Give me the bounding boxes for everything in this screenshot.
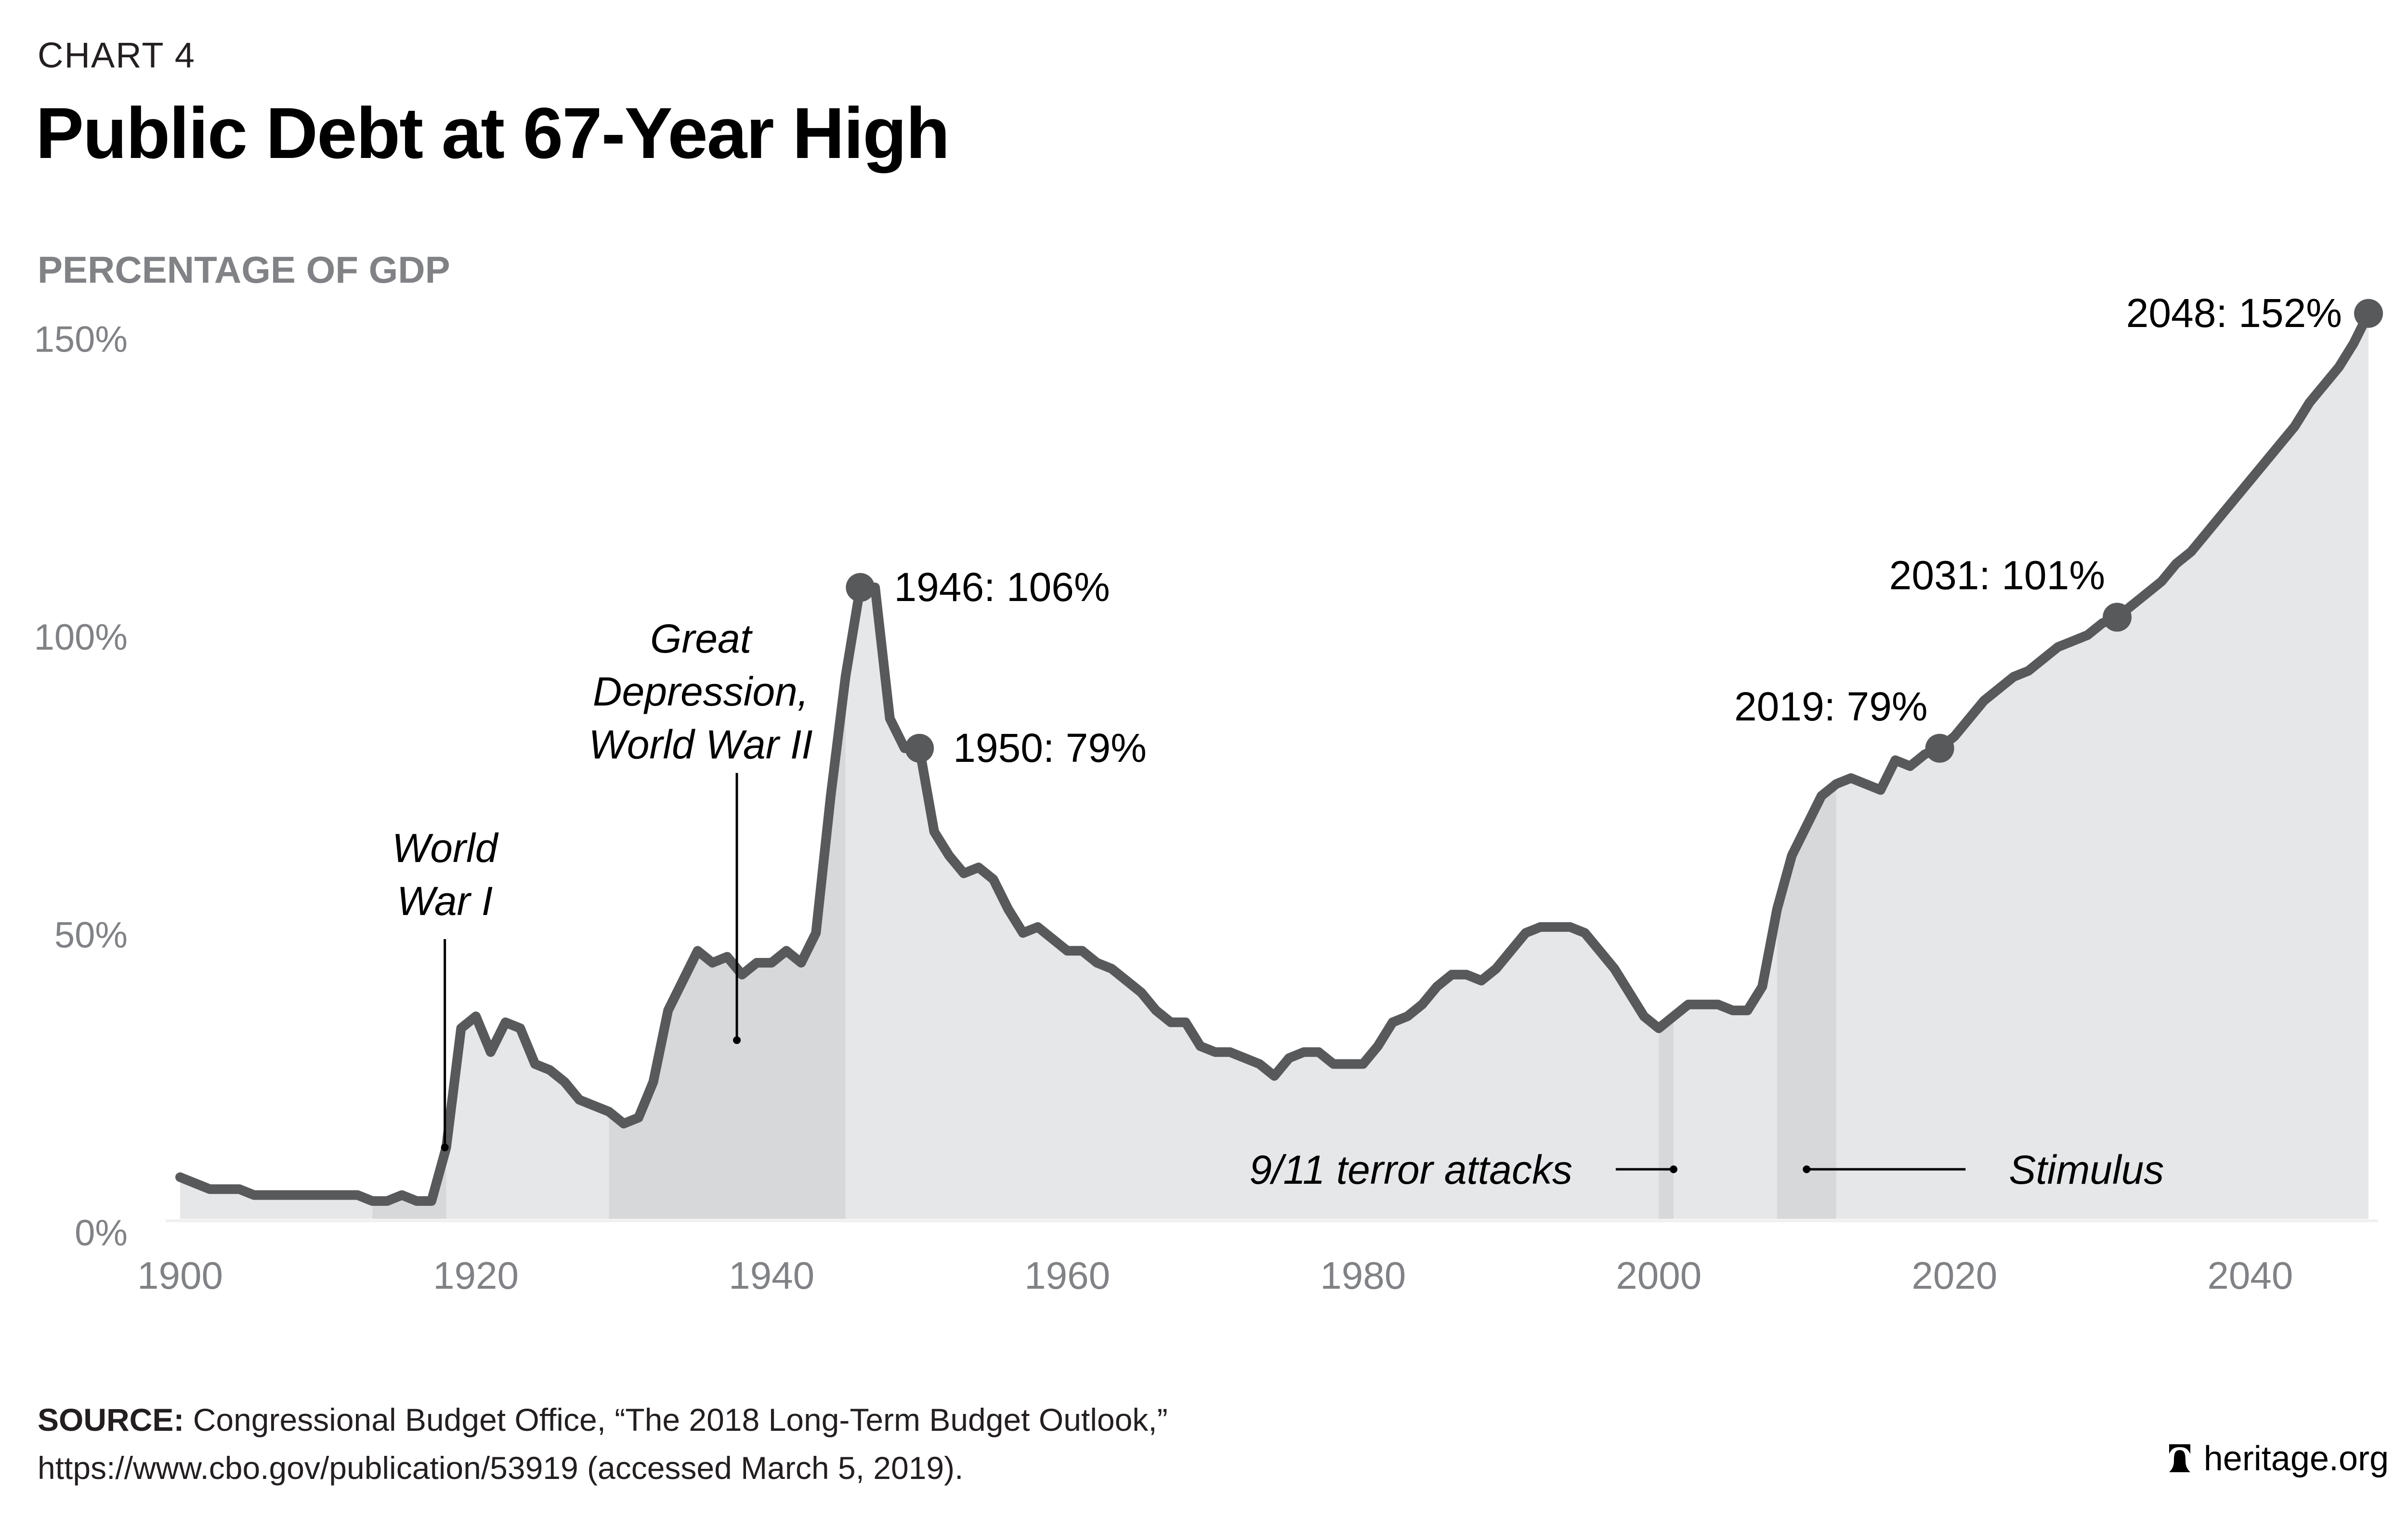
x-tick-label: 1920 — [433, 1254, 519, 1297]
gdwwii-pointer-dot — [733, 1036, 741, 1044]
y-tick-label: 100% — [34, 617, 128, 658]
wwi-label: World — [392, 825, 499, 871]
annotation-marker — [905, 733, 934, 763]
debt-line — [175, 308, 2373, 1206]
source-label: SOURCE: — [38, 1402, 184, 1438]
y-axis-ticks: 0% 50% 100% 150% — [34, 319, 128, 1254]
brand-text: heritage.org — [2203, 1439, 2389, 1478]
annotation-marker — [2354, 299, 2383, 328]
annotation-label: 2019: 79% — [1734, 684, 1928, 729]
annotation-markers: 1946: 106% 1950: 79% 2019: 79% 2031: 101% 20… — [846, 290, 2383, 771]
x-axis-ticks: 1900 1920 1940 1960 1980 2000 2020 2040 — [137, 1254, 2293, 1297]
annotation-marker — [1925, 733, 1954, 763]
source-text-line2: https://www.cbo.gov/publication/53919 (a… — [38, 1450, 964, 1486]
source-note: SOURCE: Congressional Budget Office, “Th… — [38, 1396, 1168, 1492]
annotation-label: 1946: 106% — [894, 564, 1110, 610]
x-tick-label: 1980 — [1320, 1254, 1406, 1297]
wwi-pointer-dot — [441, 1143, 449, 1151]
debt-area-fill — [180, 313, 2369, 1219]
annotation-label: 2048: 152% — [2126, 290, 2342, 336]
y-axis-title: PERCENTAGE OF GDP — [38, 248, 450, 291]
x-tick-label: 2000 — [1616, 1254, 1701, 1297]
y-tick-label: 150% — [34, 319, 128, 360]
period-labels: World War I Great Depression, World War II 9/… — [392, 616, 2164, 1192]
annotation-label: 1950: 79% — [953, 725, 1147, 771]
x-tick-label: 2040 — [2207, 1254, 2293, 1297]
source-text-line1: Congressional Budget Office, “The 2018 L… — [184, 1402, 1168, 1438]
shaded-period-band — [609, 677, 846, 1219]
sept11-pointer-dot — [1669, 1165, 1677, 1173]
brand[interactable]: heritage.org — [2168, 1439, 2389, 1478]
x-tick-label: 1940 — [729, 1254, 814, 1297]
stimulus-label: Stimulus — [2009, 1147, 2164, 1192]
chart-area: 0% 50% 100% 150% 1900 1920 1940 1960 1980 2000 20… — [34, 290, 2383, 1297]
gdwwii-label: Great — [650, 616, 753, 661]
y-tick-label: 0% — [75, 1213, 128, 1254]
sept11-label: 9/11 terror attacks — [1249, 1147, 1572, 1192]
y-tick-label: 50% — [54, 915, 128, 956]
chart-title: Public Debt at 67-Year High — [36, 92, 950, 173]
x-tick-label: 1960 — [1024, 1254, 1110, 1297]
shaded-period-band — [1659, 1016, 1674, 1219]
chart-kicker: CHART 4 — [38, 35, 196, 75]
gdwwii-label: World War II — [589, 722, 812, 767]
gdwwii-label: Depression, — [593, 669, 809, 714]
annotation-marker — [846, 573, 875, 602]
shaded-period-band — [1777, 784, 1836, 1219]
annotation-label: 2031: 101% — [1889, 553, 2105, 598]
liberty-bell-icon — [2168, 1444, 2191, 1473]
wwi-label: War I — [397, 878, 493, 924]
annotation-marker — [2103, 602, 2132, 632]
stimulus-pointer-dot — [1803, 1165, 1811, 1173]
x-tick-label: 1900 — [137, 1254, 223, 1297]
x-tick-label: 2020 — [1911, 1254, 1997, 1297]
period-pointers — [441, 773, 1966, 1173]
